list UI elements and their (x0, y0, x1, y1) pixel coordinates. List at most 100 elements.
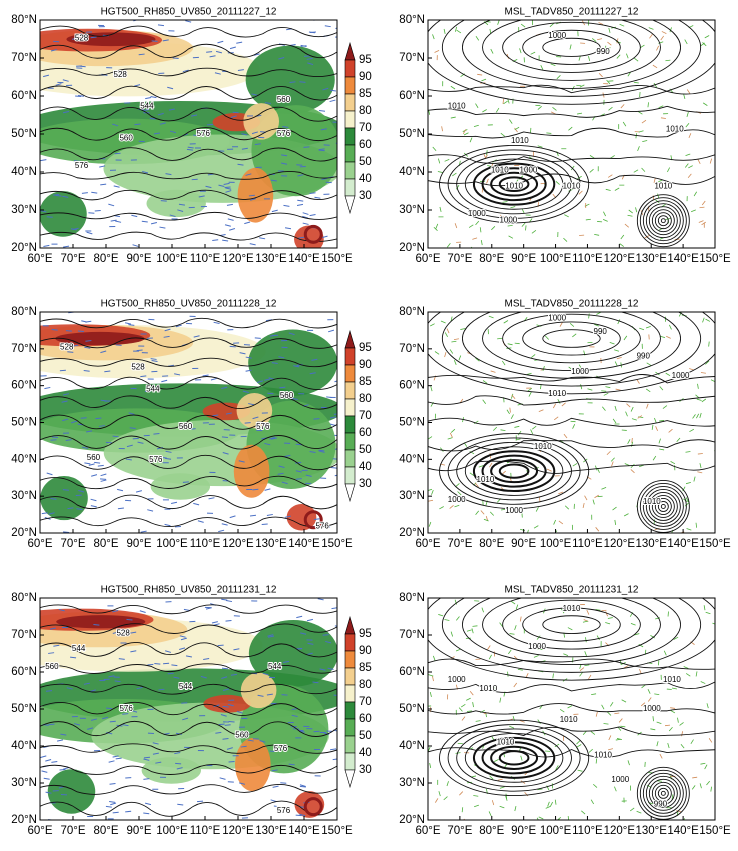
wind-vector (56, 739, 64, 742)
tadv-dash (669, 27, 672, 33)
wind-vector (218, 529, 225, 533)
tadv-dash (612, 506, 617, 511)
tadv-dash (652, 455, 657, 461)
height-contour (40, 663, 337, 674)
colorbar-label: 40 (359, 461, 372, 473)
tadv-dash (710, 786, 712, 792)
wind-vector (165, 173, 172, 176)
wind-vector (270, 179, 277, 182)
wind-vector (328, 329, 335, 333)
y-tick-label: 70°N (399, 629, 425, 641)
tadv-dash (455, 752, 461, 754)
y-tick-label: 20°N (11, 242, 37, 254)
tadv-dash (527, 529, 529, 533)
contour-label: 528 (116, 629, 130, 638)
height-contour (40, 516, 337, 528)
x-tick-label: 130°E (255, 538, 287, 550)
tadv-dash (588, 313, 590, 319)
x-tick-label: 70°E (447, 538, 472, 550)
tadv-dash (685, 153, 691, 156)
wind-vector (112, 755, 119, 758)
tadv-dash (429, 762, 432, 768)
wind-vector (317, 598, 324, 601)
contour-label: 1000 (499, 216, 517, 225)
tadv-dash (579, 667, 585, 671)
tadv-dash (685, 482, 691, 485)
pressure-contour (428, 681, 715, 693)
cyclone-contour (645, 775, 681, 811)
wind-vector (159, 226, 166, 229)
tadv-dash (462, 129, 467, 135)
y-tick-label: 80°N (11, 306, 37, 318)
cyclone-contour (660, 504, 666, 509)
wind-vector (220, 714, 227, 717)
tadv-dash (536, 635, 541, 640)
tadv-dash (614, 519, 617, 525)
wind-vector (307, 62, 314, 66)
wind-vector (130, 631, 137, 634)
rh-shading (56, 615, 146, 629)
wind-vector (322, 87, 329, 91)
wind-vector (73, 723, 81, 726)
wind-vector (77, 330, 84, 332)
wind-vector (271, 769, 278, 772)
tadv-dash (657, 660, 660, 666)
wind-vector (163, 335, 170, 338)
wind-vector (72, 344, 79, 347)
colorbar-cell (344, 144, 356, 163)
height-contour (40, 454, 337, 471)
wind-vector (226, 203, 233, 206)
tadv-dash (535, 506, 539, 512)
wind-vector (284, 515, 291, 518)
tadv-dash (602, 218, 608, 222)
tadv-dash (506, 409, 510, 415)
tadv-dash (515, 604, 519, 610)
tadv-dash (620, 234, 625, 240)
wind-vector (40, 159, 47, 162)
tadv-dash (605, 386, 611, 389)
tadv-dash (510, 206, 516, 209)
pressure-contour (472, 162, 556, 206)
tadv-dash (618, 718, 623, 723)
tadv-dash (668, 726, 673, 732)
cyclone-contour (636, 480, 690, 533)
tadv-dash (469, 137, 473, 143)
tadv-dash (684, 163, 689, 168)
tadv-dash (482, 380, 488, 384)
wind-vector (319, 668, 326, 671)
wind-vector (46, 472, 53, 476)
wind-vector (137, 441, 144, 444)
tadv-dash (475, 720, 481, 722)
tadv-dash (652, 64, 658, 69)
x-tick-label: 150°E (321, 825, 353, 837)
height-contour (40, 211, 337, 221)
tadv-dash (689, 428, 695, 433)
tadv-dash (585, 218, 591, 221)
wind-vector (299, 81, 306, 83)
tadv-dash (663, 650, 667, 656)
tadv-dash (514, 127, 518, 133)
tadv-dash (432, 655, 436, 661)
tadv-dash (702, 42, 707, 47)
tadv-dash (580, 384, 583, 390)
pressure-contour (428, 598, 715, 681)
wind-vector (221, 523, 228, 526)
wind-vector (217, 40, 224, 44)
tadv-dash (620, 725, 626, 728)
wind-vector (305, 474, 312, 477)
tadv-dash (454, 599, 457, 605)
wind-vector (82, 446, 89, 449)
wind-vector (122, 713, 129, 715)
x-tick-label: 130°E (635, 825, 667, 837)
tadv-dash (691, 785, 696, 790)
x-tick-label: 60°E (415, 253, 440, 265)
wind-vector (102, 716, 109, 720)
pressure-contour (428, 84, 715, 95)
wind-vector (302, 212, 309, 215)
contour-label: 528 (131, 362, 145, 371)
tadv-dash (564, 717, 570, 721)
cyclone-contour (636, 766, 690, 820)
wind-vector (281, 481, 288, 485)
tadv-dash (469, 450, 475, 455)
tadv-dash (538, 816, 544, 820)
